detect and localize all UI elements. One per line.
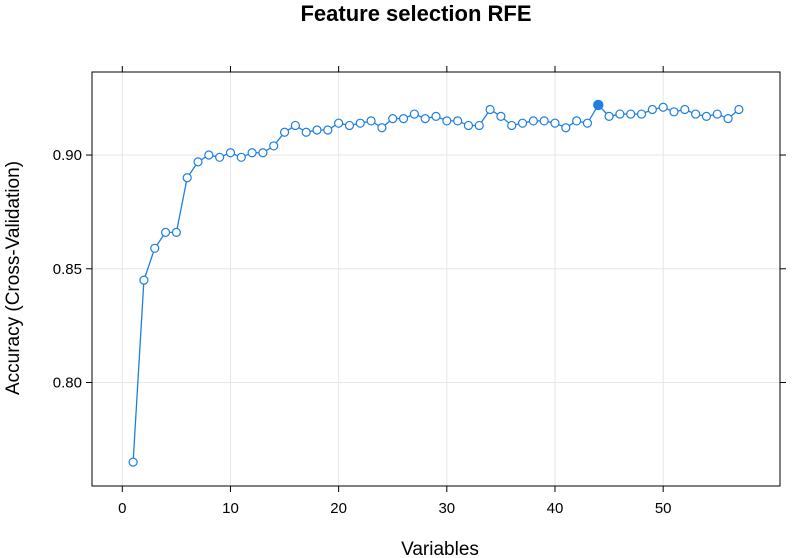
- y-tick-label: 0.90: [53, 147, 82, 164]
- data-point: [517, 118, 528, 128]
- data-point: [507, 120, 517, 131]
- data-point: [723, 114, 733, 124]
- data-point: [496, 111, 506, 121]
- data-point: [734, 104, 744, 115]
- grid: [92, 72, 780, 486]
- data-point: [636, 109, 647, 119]
- data-point: [485, 104, 495, 115]
- x-tick-label: 10: [222, 500, 239, 517]
- data-series: [128, 99, 744, 467]
- data-point: [615, 109, 625, 119]
- selected-data-point: [593, 99, 604, 111]
- y-tick-label: 0.80: [53, 375, 82, 392]
- x-tick-label: 40: [547, 500, 564, 517]
- data-point: [550, 118, 560, 128]
- data-point: [572, 116, 582, 126]
- data-point: [290, 120, 300, 131]
- data-point: [344, 120, 355, 131]
- data-point: [420, 114, 430, 124]
- data-point: [442, 116, 452, 126]
- data-point: [182, 173, 192, 183]
- data-point: [279, 127, 290, 137]
- chart-title: Feature selection RFE: [300, 1, 531, 26]
- data-point: [247, 148, 257, 158]
- data-point: [366, 116, 376, 126]
- data-point: [463, 120, 474, 131]
- data-point: [139, 275, 149, 285]
- data-point: [269, 141, 279, 151]
- data-point: [431, 111, 441, 121]
- data-point: [647, 104, 657, 115]
- data-point: [712, 109, 722, 119]
- data-point: [301, 127, 311, 137]
- data-point: [658, 102, 668, 112]
- x-tick-label: 50: [655, 500, 672, 517]
- plot-frame: [91, 71, 781, 487]
- data-point: [680, 104, 690, 115]
- data-point: [236, 152, 246, 162]
- data-point: [225, 148, 236, 158]
- data-point: [171, 227, 181, 237]
- x-axis-label: Variables: [401, 539, 479, 558]
- axis-ticks: 0 10 20 30 40 50 0.80 0.85 0.90: [53, 66, 786, 517]
- data-point: [160, 227, 171, 237]
- data-point: [398, 114, 409, 124]
- data-point: [691, 109, 701, 119]
- data-point: [312, 125, 322, 135]
- data-point: [355, 118, 365, 128]
- data-point: [323, 125, 333, 135]
- data-point: [258, 148, 268, 158]
- data-point: [377, 123, 387, 133]
- data-point: [150, 243, 160, 253]
- x-tick-label: 0: [118, 500, 126, 517]
- data-point: [193, 157, 203, 167]
- data-point: [701, 111, 712, 121]
- data-point: [204, 150, 214, 160]
- data-point: [334, 118, 344, 128]
- y-axis-label: Accuracy (Cross-Validation): [3, 161, 24, 395]
- data-point: [561, 123, 571, 133]
- data-point: [669, 107, 679, 117]
- data-point: [474, 120, 484, 131]
- data-point: [453, 116, 463, 126]
- data-point: [539, 116, 549, 126]
- data-point: [528, 116, 538, 126]
- x-tick-label: 30: [438, 500, 455, 517]
- data-point: [626, 109, 636, 119]
- data-point: [582, 118, 593, 128]
- data-point: [409, 109, 419, 119]
- data-point: [128, 457, 138, 467]
- data-point: [388, 114, 398, 124]
- x-tick-label: 20: [330, 500, 347, 517]
- data-point: [604, 111, 614, 121]
- y-tick-label: 0.85: [53, 261, 82, 278]
- data-point: [215, 152, 225, 162]
